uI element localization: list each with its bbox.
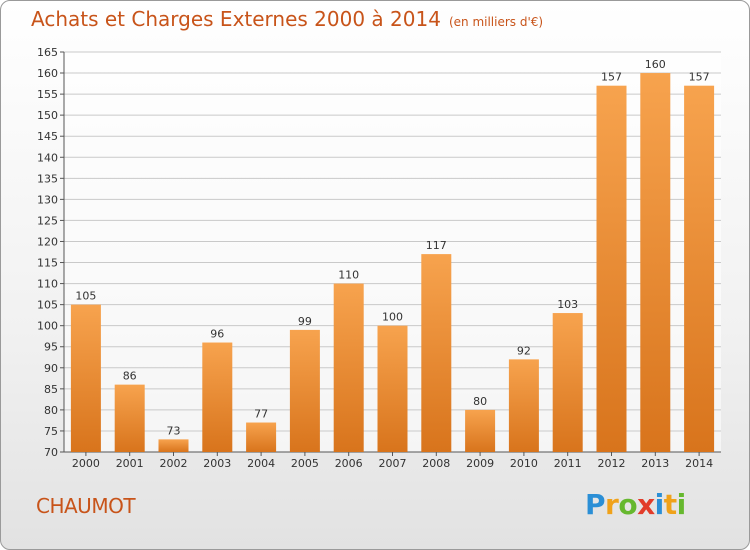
bar (465, 409, 496, 452)
x-tick-label: 2010 (510, 457, 538, 470)
bar (70, 304, 101, 452)
data-label: 157 (601, 71, 622, 84)
bar (246, 422, 277, 452)
y-tick-label: 155 (37, 88, 58, 101)
y-tick-label: 80 (44, 404, 58, 417)
data-label: 105 (75, 290, 96, 303)
x-tick-label: 2000 (72, 457, 100, 470)
data-label: 92 (517, 344, 531, 357)
data-label: 160 (645, 58, 666, 71)
data-label: 157 (689, 71, 710, 84)
data-label: 80 (473, 395, 487, 408)
data-label: 96 (210, 328, 224, 341)
bar (158, 439, 189, 452)
bar (552, 313, 583, 452)
data-label: 117 (426, 239, 447, 252)
chart-title: Achats et Charges Externes 2000 à 2014 (e… (31, 7, 543, 31)
logo-letter: i (654, 488, 665, 521)
data-label: 73 (167, 424, 181, 437)
bar (289, 329, 320, 452)
logo-letter: i (676, 488, 687, 521)
y-tick-label: 120 (37, 235, 58, 248)
bar (684, 85, 715, 453)
y-tick-label: 110 (37, 278, 58, 291)
y-tick-label: 145 (37, 130, 58, 143)
x-tick-label: 2003 (203, 457, 231, 470)
bar (421, 254, 452, 452)
data-label: 100 (382, 311, 403, 324)
x-tick-label: 2004 (247, 457, 275, 470)
bar (202, 342, 233, 452)
x-tick-label: 2002 (160, 457, 188, 470)
data-label: 99 (298, 315, 312, 328)
title-text: Achats et Charges Externes 2000 à 2014 (31, 7, 441, 31)
x-tick-label: 2005 (291, 457, 319, 470)
x-tick-label: 2008 (422, 457, 450, 470)
bar (377, 325, 408, 452)
commune-name: CHAUMOT (36, 494, 136, 518)
proxiti-logo: Proxiti (585, 488, 686, 521)
y-tick-label: 135 (37, 172, 58, 185)
logo-letter: r (605, 488, 619, 521)
y-tick-label: 165 (37, 46, 58, 59)
chart-subtitle: (en milliers d'€) (448, 15, 544, 29)
data-label: 110 (338, 269, 359, 282)
x-tick-label: 2012 (598, 457, 626, 470)
bar (508, 359, 539, 452)
y-tick-label: 150 (37, 109, 58, 122)
logo-letter: o (618, 488, 638, 521)
y-tick-label: 90 (44, 362, 58, 375)
y-tick-label: 160 (37, 67, 58, 80)
bar (333, 283, 364, 452)
y-tick-label: 85 (44, 383, 58, 396)
bar (640, 73, 671, 452)
y-tick-label: 105 (37, 299, 58, 312)
y-tick-label: 130 (37, 193, 58, 206)
x-tick-label: 2009 (466, 457, 494, 470)
data-label: 86 (123, 370, 137, 383)
y-tick-label: 95 (44, 341, 58, 354)
y-tick-label: 100 (37, 320, 58, 333)
logo-letter: P (585, 488, 606, 521)
y-tick-label: 115 (37, 257, 58, 270)
bar (596, 85, 627, 453)
bar (114, 384, 145, 452)
x-tick-label: 2013 (641, 457, 669, 470)
x-tick-label: 2014 (685, 457, 713, 470)
logo-letter: x (637, 488, 655, 521)
y-tick-label: 75 (44, 425, 58, 438)
y-tick-label: 125 (37, 214, 58, 227)
x-tick-label: 2007 (379, 457, 407, 470)
x-tick-label: 2001 (116, 457, 144, 470)
x-tick-label: 2011 (554, 457, 582, 470)
y-tick-label: 70 (44, 446, 58, 459)
data-label: 77 (254, 408, 268, 421)
data-label: 103 (557, 298, 578, 311)
y-tick-label: 140 (37, 151, 58, 164)
x-tick-label: 2006 (335, 457, 363, 470)
logo-letter: t (663, 488, 677, 521)
